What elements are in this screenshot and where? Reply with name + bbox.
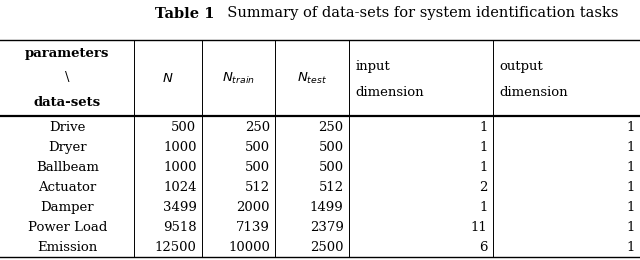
Text: Summary of data-sets for system identification tasks: Summary of data-sets for system identifi…	[218, 6, 618, 21]
Text: 500: 500	[319, 141, 344, 154]
Text: 250: 250	[245, 121, 270, 134]
Text: $N_{test}$: $N_{test}$	[297, 70, 327, 86]
Text: 250: 250	[319, 121, 344, 134]
Text: 9518: 9518	[163, 221, 196, 234]
Text: 512: 512	[319, 181, 344, 194]
Text: 6: 6	[479, 241, 488, 254]
Text: 1: 1	[479, 121, 488, 134]
Text: 500: 500	[245, 161, 270, 174]
Text: dimension: dimension	[499, 86, 568, 99]
Text: 1: 1	[627, 141, 635, 154]
Text: 1: 1	[627, 181, 635, 194]
Text: parameters: parameters	[25, 47, 109, 60]
Text: 1: 1	[479, 141, 488, 154]
Text: Actuator: Actuator	[38, 181, 97, 194]
Text: 10000: 10000	[228, 241, 270, 254]
Text: Damper: Damper	[40, 201, 94, 214]
Text: Emission: Emission	[37, 241, 97, 254]
Text: Power Load: Power Load	[28, 221, 107, 234]
Text: 1024: 1024	[163, 181, 196, 194]
Text: Dryer: Dryer	[48, 141, 86, 154]
Text: 2: 2	[479, 181, 488, 194]
Text: 3499: 3499	[163, 201, 196, 214]
Text: 11: 11	[471, 221, 488, 234]
Text: Ballbeam: Ballbeam	[36, 161, 99, 174]
Text: Table 1: Table 1	[155, 6, 214, 21]
Text: 2500: 2500	[310, 241, 344, 254]
Text: $N_{train}$: $N_{train}$	[222, 70, 255, 86]
Text: Drive: Drive	[49, 121, 85, 134]
Text: output: output	[499, 60, 543, 73]
Text: 500: 500	[245, 141, 270, 154]
Text: 1: 1	[627, 121, 635, 134]
Text: 1: 1	[627, 201, 635, 214]
Text: 512: 512	[245, 181, 270, 194]
Text: 1: 1	[627, 241, 635, 254]
Text: $N$: $N$	[162, 72, 174, 84]
Text: 1499: 1499	[310, 201, 344, 214]
Text: 1000: 1000	[163, 161, 196, 174]
Text: 2000: 2000	[237, 201, 270, 214]
Text: 1: 1	[479, 161, 488, 174]
Text: dimension: dimension	[355, 86, 424, 99]
Text: input: input	[355, 60, 390, 73]
Text: 1000: 1000	[163, 141, 196, 154]
Text: 1: 1	[479, 201, 488, 214]
Text: data-sets: data-sets	[34, 96, 100, 109]
Text: 1: 1	[627, 161, 635, 174]
Text: \: \	[65, 72, 70, 84]
Text: 1: 1	[627, 221, 635, 234]
Text: 500: 500	[319, 161, 344, 174]
Text: 500: 500	[172, 121, 196, 134]
Text: 7139: 7139	[236, 221, 270, 234]
Text: 2379: 2379	[310, 221, 344, 234]
Text: 12500: 12500	[155, 241, 196, 254]
